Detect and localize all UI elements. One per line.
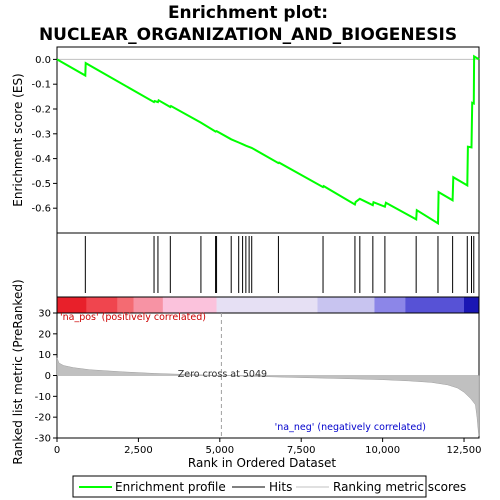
- metric-x-tick-label: 12,500: [447, 445, 482, 456]
- colorbar-segment: [86, 297, 118, 313]
- metric-y-axis-label: Ranked list metric (PreRanked): [11, 279, 25, 464]
- colorbar-segment: [405, 297, 465, 313]
- metric-x-tick-label: 2,500: [124, 445, 153, 456]
- hit-lines: [84, 236, 475, 293]
- chart-title-line2: NUCLEAR_ORGANIZATION_AND_BIOGENESIS: [39, 25, 457, 45]
- zero-cross-label: Zero cross at 5049: [178, 369, 267, 380]
- colorbar-segment: [317, 297, 375, 313]
- legend-enrichment-label: Enrichment profile: [115, 480, 226, 494]
- es-y-tick-label: -0.2: [31, 105, 51, 116]
- metric-y-tick-label: 0: [45, 371, 51, 382]
- metric-x-ticks: 0 2,500 5,000 7,500 10,000 12,500: [54, 438, 482, 456]
- ranking-colorbar: [57, 297, 480, 313]
- colorbar-segment: [133, 297, 164, 313]
- neg-correlated-label: 'na_neg' (negatively correlated): [275, 422, 426, 433]
- colorbar-segment: [57, 297, 87, 313]
- metric-x-tick-label: 5,000: [205, 445, 234, 456]
- colorbar-segment: [464, 297, 480, 313]
- metric-y-tick-label: -10: [35, 392, 51, 403]
- metric-y-tick-label: 10: [38, 350, 51, 361]
- metric-y-tick-label: 20: [38, 329, 51, 340]
- es-y-axis-label: Enrichment score (ES): [11, 73, 25, 206]
- chart-title-line1: Enrichment plot:: [168, 3, 328, 23]
- es-panel: 0.0 -0.1 -0.2 -0.3 -0.4 -0.5 -0.6 Enrichment s…: [11, 46, 480, 234]
- metric-x-tick-label: 10,000: [365, 445, 400, 456]
- metric-y-ticks: 30 20 10 0 -10 -20 -30: [35, 309, 57, 445]
- colorbar-segment: [216, 297, 318, 313]
- es-y-ticks: 0.0 -0.1 -0.2 -0.3 -0.4 -0.5 -0.6: [31, 55, 57, 215]
- es-y-tick-label: -0.5: [31, 179, 51, 190]
- metric-x-axis-label: Rank in Ordered Dataset: [188, 456, 336, 470]
- es-y-tick-label: -0.1: [31, 80, 51, 91]
- colorbar-segment: [117, 297, 135, 313]
- metric-panel: 30 20 10 0 -10 -20 -30 0 2,500 5,000 7,500 10,000 1…: [11, 279, 482, 470]
- ranking-metric-area: [56, 357, 480, 437]
- es-y-tick-label: -0.3: [31, 129, 51, 140]
- colorbar-segment: [162, 297, 218, 313]
- pos-correlated-label: 'na_pos' (positively correlated): [60, 312, 206, 323]
- metric-y-tick-label: -30: [35, 434, 51, 445]
- enrichment-profile-line: [56, 54, 480, 226]
- metric-y-tick-label: 30: [38, 309, 51, 320]
- legend-hits-label: Hits: [269, 480, 292, 494]
- metric-x-tick-label: 7,500: [287, 445, 316, 456]
- es-y-tick-label: -0.4: [31, 154, 51, 165]
- metric-x-tick-label: 0: [54, 445, 60, 456]
- es-y-tick-label: -0.6: [31, 204, 51, 215]
- es-y-tick-label: 0.0: [35, 55, 51, 66]
- hits-panel-frame: [56, 232, 480, 298]
- metric-y-tick-label: -20: [35, 413, 51, 424]
- colorbar-segment: [374, 297, 406, 313]
- es-panel-frame: [56, 46, 480, 234]
- legend-metric-label: Ranking metric scores: [333, 480, 466, 494]
- legend: Enrichment profile Hits Ranking metric s…: [72, 475, 466, 498]
- hits-panel: [56, 232, 480, 298]
